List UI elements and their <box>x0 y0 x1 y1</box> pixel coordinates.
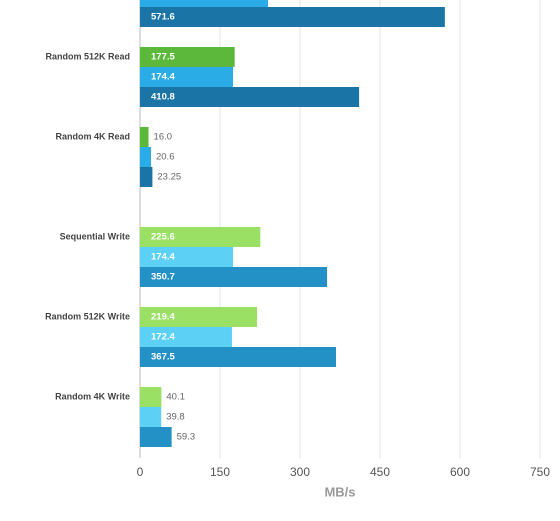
bar <box>140 427 172 447</box>
value-label: 174.4 <box>151 72 175 83</box>
value-label: 350.7 <box>151 272 175 283</box>
category-label: Sequential Write <box>60 231 130 241</box>
bar <box>140 87 360 107</box>
value-label: 40.1 <box>166 392 185 403</box>
bar <box>140 47 235 67</box>
bar <box>140 7 445 27</box>
value-label: 177.5 <box>151 52 175 63</box>
bar <box>140 387 162 407</box>
value-label: 410.8 <box>151 92 175 103</box>
bar <box>140 407 162 427</box>
value-label: 367.5 <box>151 352 175 363</box>
x-tick-label: 750 <box>530 465 550 479</box>
value-label: 39.8 <box>166 412 185 423</box>
bar <box>140 247 234 267</box>
bar <box>140 227 261 247</box>
bar <box>140 127 149 147</box>
x-tick-label: 150 <box>210 465 230 479</box>
category-label: Random 4K Write <box>55 391 130 401</box>
value-label: 23.25 <box>157 172 181 183</box>
category-label: Random 512K Read <box>45 51 130 61</box>
bar <box>140 267 328 287</box>
bar <box>140 167 153 187</box>
bar <box>140 347 336 367</box>
bar <box>140 0 268 7</box>
bar <box>140 67 234 87</box>
bar <box>140 307 258 327</box>
value-label: 225.6 <box>151 232 175 243</box>
value-label: 16.0 <box>154 132 173 143</box>
value-label: 174.4 <box>151 252 175 263</box>
value-label: 219.4 <box>151 312 175 323</box>
bar <box>140 147 151 167</box>
bar <box>140 327 232 347</box>
x-tick-label: 450 <box>370 465 390 479</box>
category-label: Random 4K Read <box>55 131 130 141</box>
value-label: 59.3 <box>177 432 196 443</box>
x-tick-label: 300 <box>290 465 310 479</box>
value-label: 172.4 <box>151 332 175 343</box>
value-label: 20.6 <box>156 152 175 163</box>
x-axis-label: MB/s <box>324 484 355 499</box>
x-tick-label: 0 <box>137 465 144 479</box>
value-label: 571.6 <box>151 12 175 23</box>
x-tick-label: 600 <box>450 465 470 479</box>
category-label: Random 512K Write <box>45 311 130 321</box>
